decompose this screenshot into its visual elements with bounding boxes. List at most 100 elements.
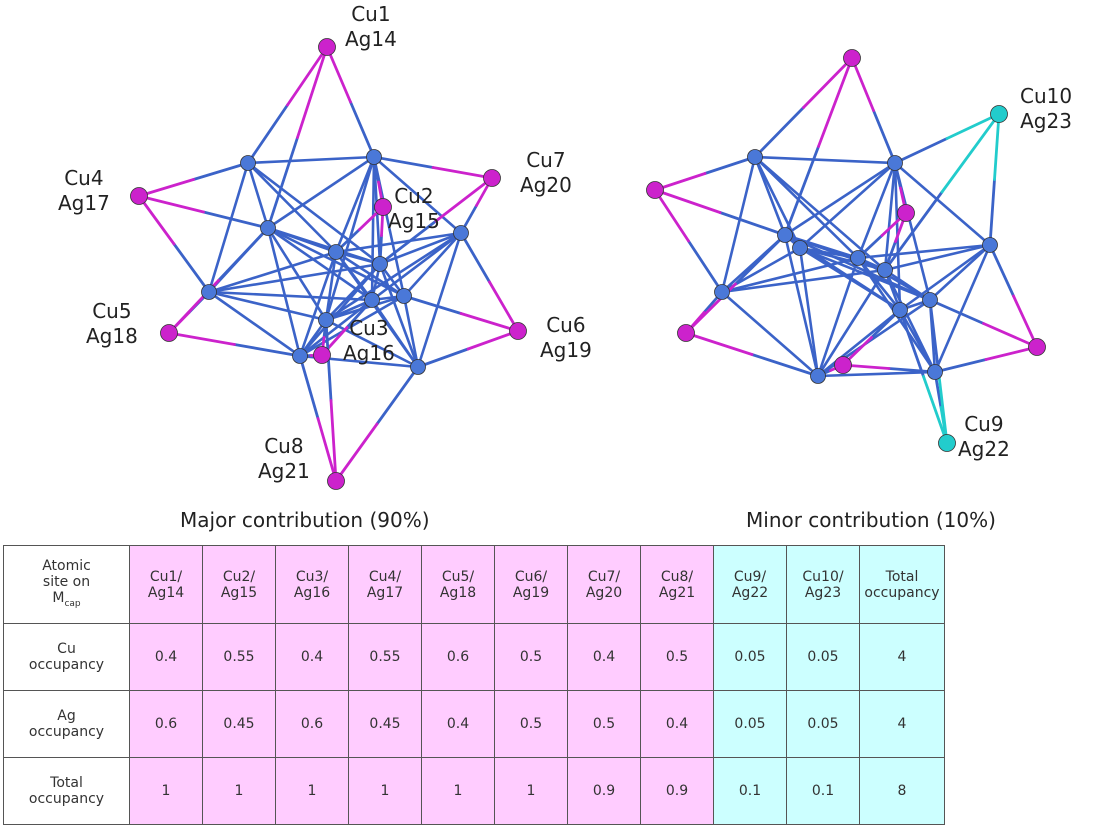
core-atom xyxy=(328,244,344,260)
bond xyxy=(750,353,820,378)
bond xyxy=(798,246,887,272)
caption-major: Major contribution (90%) xyxy=(180,508,430,532)
core-atom xyxy=(877,262,893,278)
bond xyxy=(298,294,406,358)
bond xyxy=(298,298,374,358)
table-cell: 0.4 xyxy=(129,623,203,691)
bond xyxy=(734,233,787,286)
bond xyxy=(753,155,860,260)
bond xyxy=(982,322,1039,349)
core-atom xyxy=(922,292,938,308)
cap-atom xyxy=(677,324,695,342)
bond xyxy=(720,256,860,294)
header-atomic-site: Atomic site on Mcap xyxy=(3,545,130,624)
bond xyxy=(246,161,338,254)
bond xyxy=(488,280,520,333)
bond xyxy=(993,112,1001,181)
cap-atom xyxy=(897,204,915,222)
bond xyxy=(207,290,302,358)
bond xyxy=(298,250,338,358)
table-cell: 0.4 xyxy=(640,690,714,758)
bond xyxy=(402,294,463,315)
table-cell: 0.9 xyxy=(640,757,714,825)
bond xyxy=(783,145,820,237)
table-cell: 1 xyxy=(421,757,495,825)
bond xyxy=(988,243,1015,298)
bond xyxy=(802,56,854,109)
table-cell: 0.4 xyxy=(275,623,349,691)
header-site: Cu1/Ag14 xyxy=(129,545,203,624)
occupancy-table: Atomic site on Mcap Cu1/Ag14 Cu2/Ag15 Cu… xyxy=(3,545,945,825)
bond xyxy=(246,161,382,266)
table-cell: 0.6 xyxy=(275,690,349,758)
bond xyxy=(816,256,860,378)
bond xyxy=(856,161,897,260)
bond xyxy=(349,100,376,159)
bond xyxy=(372,155,463,235)
bond xyxy=(933,358,988,374)
cap-atom xyxy=(483,169,501,187)
core-atom xyxy=(318,312,334,328)
bond xyxy=(459,312,520,333)
bond xyxy=(266,136,299,230)
bond xyxy=(883,243,992,272)
cap-atom xyxy=(509,322,527,340)
bond xyxy=(940,112,1001,194)
cap-atom xyxy=(938,434,956,452)
bond xyxy=(266,226,302,358)
header-site: Cu3/Ag16 xyxy=(275,545,349,624)
bond xyxy=(402,294,420,369)
table-cell: 0.45 xyxy=(348,690,422,758)
bond xyxy=(370,298,420,369)
bond xyxy=(167,331,236,346)
bond xyxy=(753,106,805,159)
table-cell: 0.1 xyxy=(786,757,860,825)
bond xyxy=(192,161,250,181)
core-atom xyxy=(810,368,826,384)
core-atom xyxy=(410,359,426,375)
bond xyxy=(720,290,820,378)
table-cell: 0.5 xyxy=(640,623,714,691)
core-atom xyxy=(372,256,388,272)
bond xyxy=(334,250,374,302)
row-label: Ag occupancy xyxy=(3,690,130,758)
bond xyxy=(324,298,374,322)
bond xyxy=(266,226,406,298)
header-site: Cu5/Ag18 xyxy=(421,545,495,624)
table-cell: 0.5 xyxy=(494,690,568,758)
label-cu10-ag23: Cu10 Ag23 xyxy=(1020,84,1073,133)
bond xyxy=(945,112,1001,140)
bond xyxy=(431,166,494,180)
core-atom xyxy=(982,237,998,253)
table-row-cu-occupancy: Cu occupancy 0.4 0.55 0.4 0.55 0.6 0.5 0.… xyxy=(3,623,945,691)
core-atom xyxy=(792,240,808,256)
table-cell: 0.1 xyxy=(713,757,787,825)
label-cu2-ag15: Cu2 Ag15 xyxy=(388,184,440,233)
cluster-structure-figure xyxy=(130,38,1046,490)
table-cell: 0.55 xyxy=(348,623,422,691)
bond xyxy=(816,370,937,378)
label-cu3-ag16: Cu3 Ag16 xyxy=(343,316,395,365)
bond xyxy=(137,194,205,214)
bond xyxy=(324,250,338,322)
table-row-total-occupancy: Total occupancy 1 1 1 1 1 1 0.9 0.9 0.1 0… xyxy=(3,757,945,825)
label-cu5-ag18: Cu5 Ag18 xyxy=(86,299,138,348)
bond xyxy=(883,268,937,374)
header-site: Cu10/Ag23 xyxy=(786,545,860,624)
bond xyxy=(798,246,820,378)
cap-atom xyxy=(313,346,331,364)
bond xyxy=(928,298,985,325)
cap-atom xyxy=(646,181,664,199)
core-atom xyxy=(396,288,412,304)
core-atom xyxy=(292,348,308,364)
cap-atom xyxy=(160,324,178,342)
bond xyxy=(817,56,854,148)
bond xyxy=(1012,294,1039,349)
bond xyxy=(798,246,902,312)
bond xyxy=(334,231,463,254)
bond xyxy=(207,262,382,294)
core-atom xyxy=(892,302,908,318)
table-cell: 1 xyxy=(129,757,203,825)
bond xyxy=(334,155,376,254)
table-cell-total: 8 xyxy=(859,757,945,825)
